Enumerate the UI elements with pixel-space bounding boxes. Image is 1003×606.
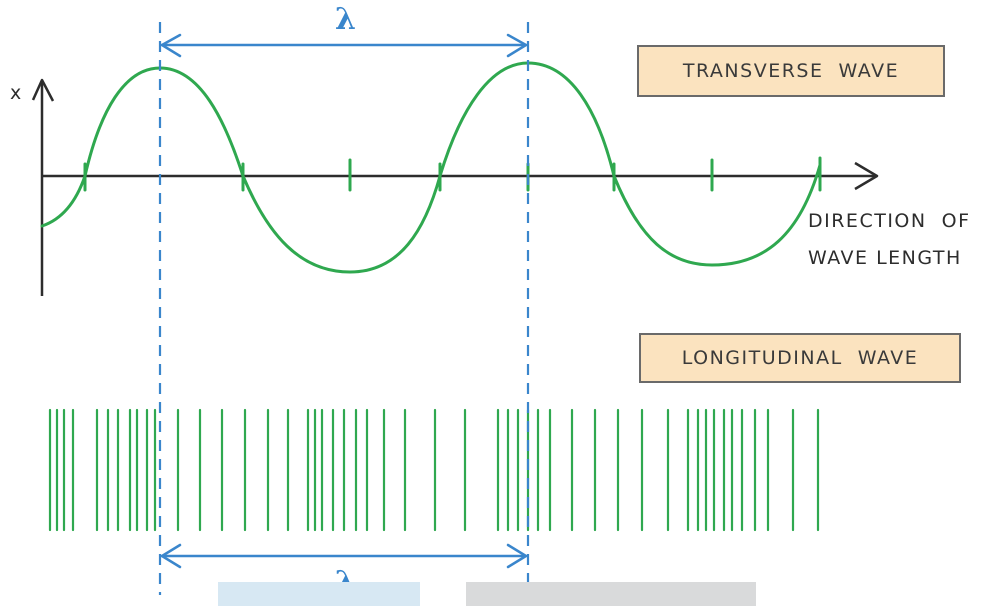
transverse-wave-text: TRANSVERSE WAVE [682, 60, 900, 82]
longitudinal-wave-text: LONGITUDINAL WAVE [681, 347, 919, 369]
longitudinal-wave [48, 408, 820, 532]
transverse-wave-label: TRANSVERSE WAVE [637, 45, 945, 97]
vertical-axis-arrowhead-icon [31, 78, 55, 102]
overlay-block-blue [218, 582, 420, 606]
direction-label-line2: WAVE LENGTH [808, 247, 962, 269]
axis-x-label: x [10, 82, 22, 104]
overlay-block-grey [466, 582, 756, 606]
wavelength-arrow-top-icon [160, 33, 528, 58]
horizontal-axis-arrowhead-icon [854, 161, 879, 191]
direction-label-line1: DIRECTION OF [808, 210, 971, 232]
wavelength-arrow-bottom-icon [160, 543, 528, 569]
axis-ticks [83, 156, 822, 192]
transverse-wave-curve [40, 61, 822, 274]
longitudinal-wave-label: LONGITUDINAL WAVE [639, 333, 961, 383]
wavelength-symbol-top: λ [335, 2, 357, 37]
